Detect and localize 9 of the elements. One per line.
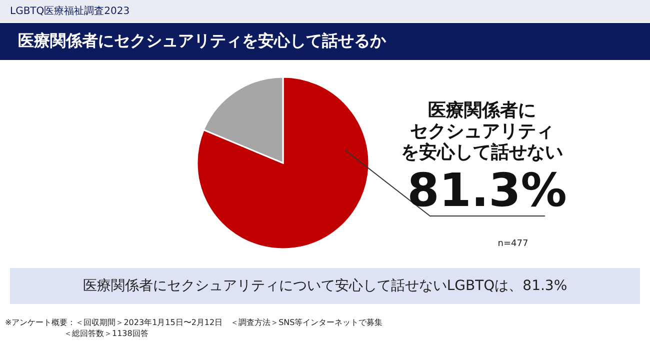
slice-label: 医療関係者にセクシュアリティを安心して話せない — [401, 100, 563, 163]
text: n=477 — [498, 239, 528, 249]
pie-slice — [196, 76, 370, 250]
chart-title: 医療関係者にセクシュアリティを安心して話せるか — [18, 31, 387, 50]
text: LGBTQ医療福祉調査2023 — [10, 5, 130, 17]
text: ※アンケート概要：＜回収期間＞2023年1月15日〜2月12日 ＜調査方法＞SNS等インターネットで募集 — [5, 318, 383, 327]
text: 医療関係者にセクシュアリティについて安心して話せないLGBTQは、81.3% — [82, 278, 568, 294]
text: ＜総回答数＞1138回答 — [64, 329, 148, 338]
data-label: 81.3% — [407, 163, 567, 217]
